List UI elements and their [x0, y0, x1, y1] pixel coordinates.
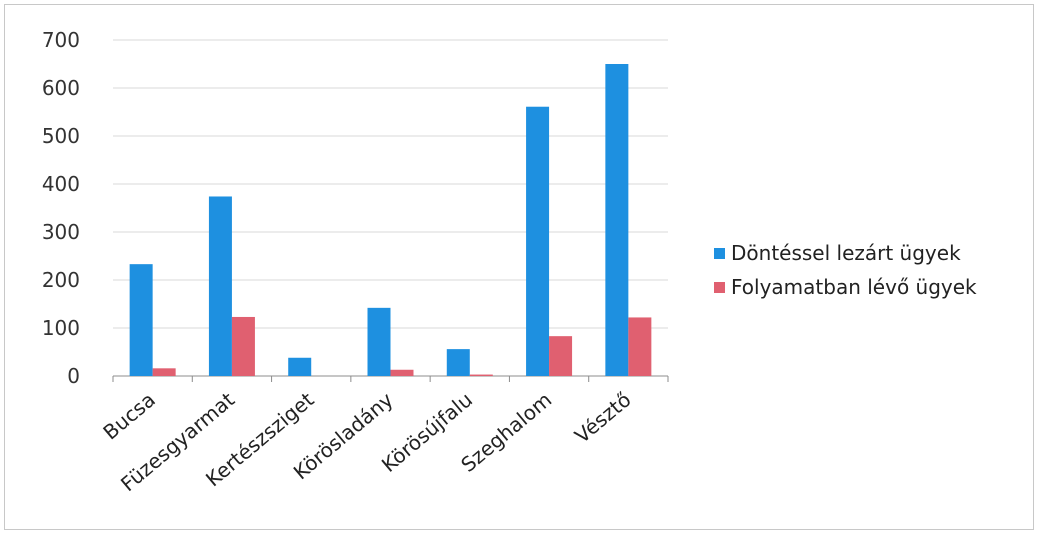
legend-swatch-series-1	[714, 247, 725, 259]
y-tick-label: 100	[42, 316, 80, 340]
y-tick-label: 700	[42, 28, 80, 52]
x-category-label: Bucsa	[98, 387, 159, 444]
y-tick-label: 300	[42, 220, 80, 244]
legend-label-series-1: Döntéssel lezárt ügyek	[731, 241, 961, 265]
bar-series-1	[605, 64, 629, 376]
bar-series-2	[469, 374, 493, 376]
legend-swatch-series-2	[714, 281, 725, 293]
y-tick-label: 200	[42, 268, 80, 292]
bar-series-2	[231, 316, 255, 376]
bar-series-2	[549, 336, 573, 376]
bar-series-2	[152, 368, 176, 376]
y-tick-label: 500	[42, 124, 80, 148]
chart-legend: Döntéssel lezárt ügyek Folyamatban lévő …	[714, 236, 977, 304]
legend-label-series-2: Folyamatban lévő ügyek	[731, 275, 977, 299]
legend-item-series-2: Folyamatban lévő ügyek	[714, 270, 977, 304]
legend-item-series-1: Döntéssel lezárt ügyek	[714, 236, 977, 270]
bar-series-1	[446, 349, 470, 376]
bar-series-2	[390, 369, 414, 376]
bar-series-2	[628, 317, 652, 376]
bar-series-1	[367, 307, 391, 376]
bar-series-1	[129, 264, 153, 376]
x-category-label: Vésztő	[570, 387, 636, 447]
bar-series-1	[208, 196, 232, 376]
chart-frame	[4, 4, 1034, 530]
y-tick-label: 400	[42, 172, 80, 196]
y-tick-label: 600	[42, 76, 80, 100]
y-tick-label: 0	[67, 364, 80, 388]
bar-series-1	[526, 106, 550, 376]
bar-series-1	[288, 357, 312, 376]
